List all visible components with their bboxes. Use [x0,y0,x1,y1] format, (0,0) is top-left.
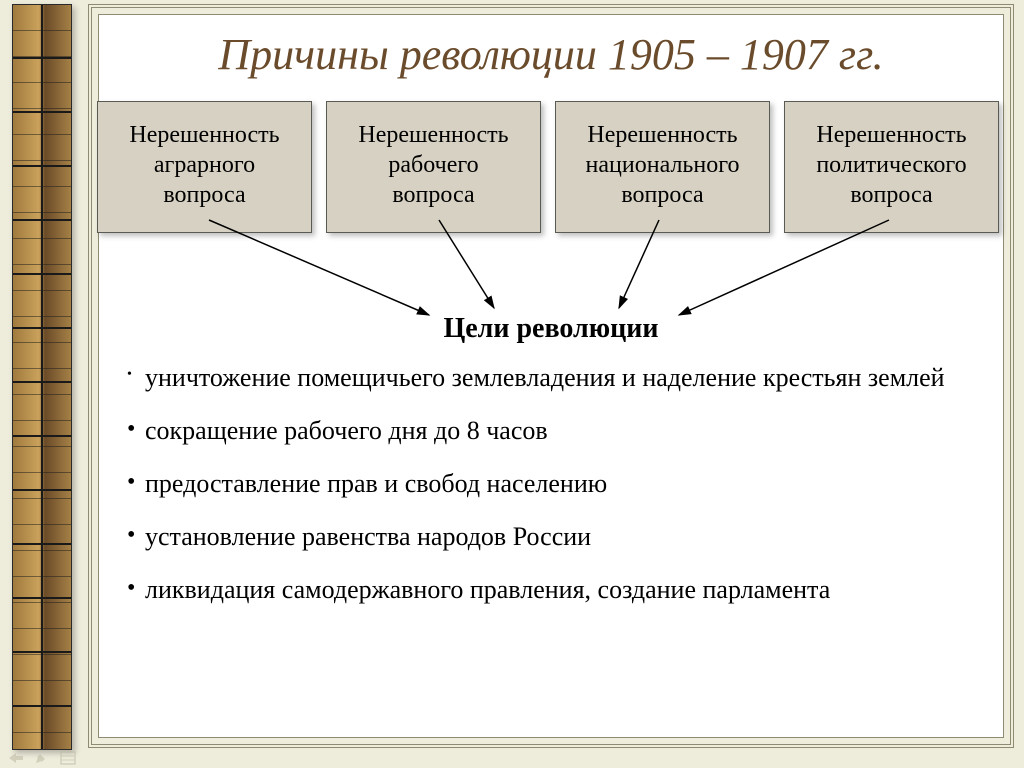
goal-item: предоставление прав и свобод населению [127,466,983,501]
goal-item: ликвидация самодержавного правления, соз… [127,572,983,607]
back-button[interactable] [6,750,26,766]
cause-box-row: Нерешенность аграрного вопроса Нерешенно… [91,101,1005,233]
cause-line: вопроса [791,180,992,210]
cause-line: Нерешенность [333,120,534,150]
cause-box-political: Нерешенность политического вопроса [784,101,999,233]
pen-button[interactable] [32,750,52,766]
arrow-left-icon [7,751,25,765]
cause-box-national: Нерешенность национального вопроса [555,101,770,233]
cause-box-labor: Нерешенность рабочего вопроса [326,101,541,233]
goal-item: установление равенства народов России [127,519,983,554]
slide-title: Причины революции 1905 – 1907 гг. [99,29,1003,80]
cause-line: вопроса [562,180,763,210]
goals-list: уничтожение помещичьего землевладения и … [127,360,983,625]
cause-line: Нерешенность [791,120,992,150]
decorative-ruler-strip [12,4,72,750]
cause-line: национального [562,150,763,180]
cause-line: рабочего [333,150,534,180]
cause-line: Нерешенность [562,120,763,150]
cause-line: вопроса [104,180,305,210]
menu-icon [60,751,76,765]
slide-frame: Причины революции 1905 – 1907 гг. Нереше… [88,4,1014,748]
goals-heading: Цели революции [99,313,1003,345]
cause-line: Нерешенность [104,120,305,150]
goal-item: уничтожение помещичьего землевладения и … [127,360,983,395]
slide-nav [6,750,78,766]
slide-content: Причины революции 1905 – 1907 гг. Нереше… [98,14,1004,738]
goal-item: сокращение рабочего дня до 8 часов [127,413,983,448]
pen-icon [34,751,50,765]
menu-button[interactable] [58,750,78,766]
cause-line: политического [791,150,992,180]
cause-box-agrarian: Нерешенность аграрного вопроса [97,101,312,233]
cause-line: вопроса [333,180,534,210]
cause-line: аграрного [104,150,305,180]
